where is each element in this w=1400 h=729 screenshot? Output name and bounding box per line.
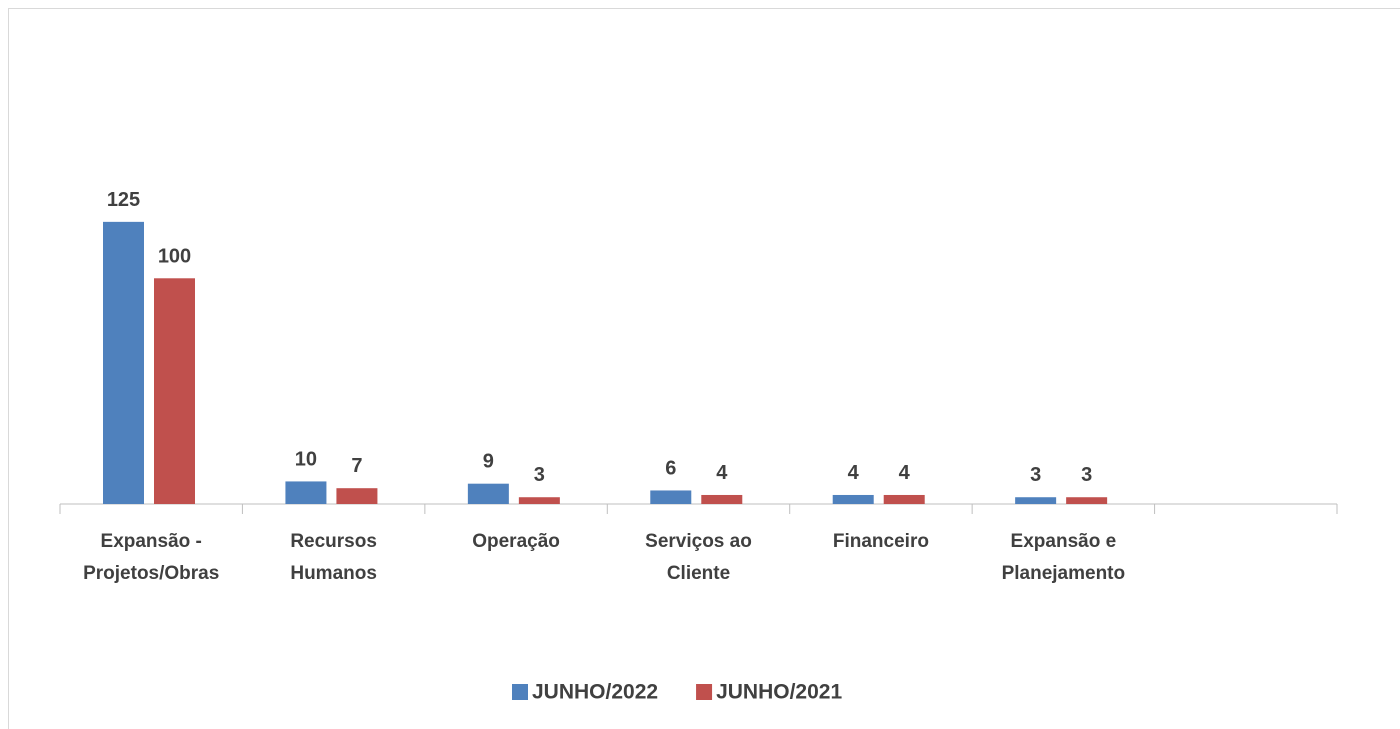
- legend-label: JUNHO/2021: [716, 681, 842, 704]
- x-tick-label-line: Cliente: [667, 563, 730, 584]
- bar: [1066, 497, 1108, 504]
- x-tick-label-line: Financeiro: [833, 531, 929, 552]
- bar: [1015, 497, 1057, 504]
- chart-border: [8, 8, 1400, 729]
- x-tick-label: Serviços ao Cliente: [645, 531, 752, 584]
- bar: [701, 494, 743, 504]
- x-tick-label-line: Operação: [472, 531, 560, 552]
- data-label: 3: [1030, 464, 1041, 486]
- bar: [154, 278, 195, 504]
- bar: [832, 494, 874, 504]
- bar: [103, 221, 144, 504]
- bar: [285, 481, 327, 504]
- legend-swatch: [696, 684, 713, 700]
- data-label: 10: [295, 448, 317, 470]
- x-tick-label-line: Planejamento: [1002, 563, 1126, 584]
- legend-label: JUNHO/2022: [532, 681, 658, 704]
- x-tick-label: Operação: [472, 531, 560, 552]
- bar: [650, 490, 692, 504]
- x-tick-label: Expansão e Planejamento: [1002, 531, 1126, 584]
- data-label: 3: [1081, 464, 1092, 486]
- x-tick-label-line: Serviços ao: [645, 531, 752, 552]
- x-tick-label-line: Expansão e: [1011, 531, 1117, 552]
- data-label: 4: [899, 462, 911, 484]
- x-tick-label: Expansão - Projetos/Obras: [83, 531, 219, 584]
- data-label: 125: [107, 189, 140, 211]
- data-label: 3: [534, 464, 545, 486]
- bar: [336, 488, 378, 504]
- data-label: 4: [716, 462, 728, 484]
- legend-swatch: [512, 684, 528, 700]
- x-tick-label: Financeiro: [833, 531, 929, 552]
- data-label: 6: [665, 457, 676, 479]
- x-tick-label-line: Recursos: [290, 531, 377, 552]
- bar: [883, 494, 925, 504]
- bar: [518, 497, 560, 504]
- x-tick-label: Recursos Humanos: [290, 531, 377, 584]
- x-tick-label-line: Projetos/Obras: [83, 563, 219, 584]
- data-label: 4: [848, 462, 860, 484]
- data-label: 7: [351, 455, 362, 477]
- data-label: 9: [483, 451, 494, 473]
- data-label: 100: [158, 245, 191, 267]
- x-tick-label-line: Humanos: [290, 563, 377, 584]
- bar: [467, 483, 509, 504]
- x-tick-label-line: Expansão -: [101, 531, 202, 552]
